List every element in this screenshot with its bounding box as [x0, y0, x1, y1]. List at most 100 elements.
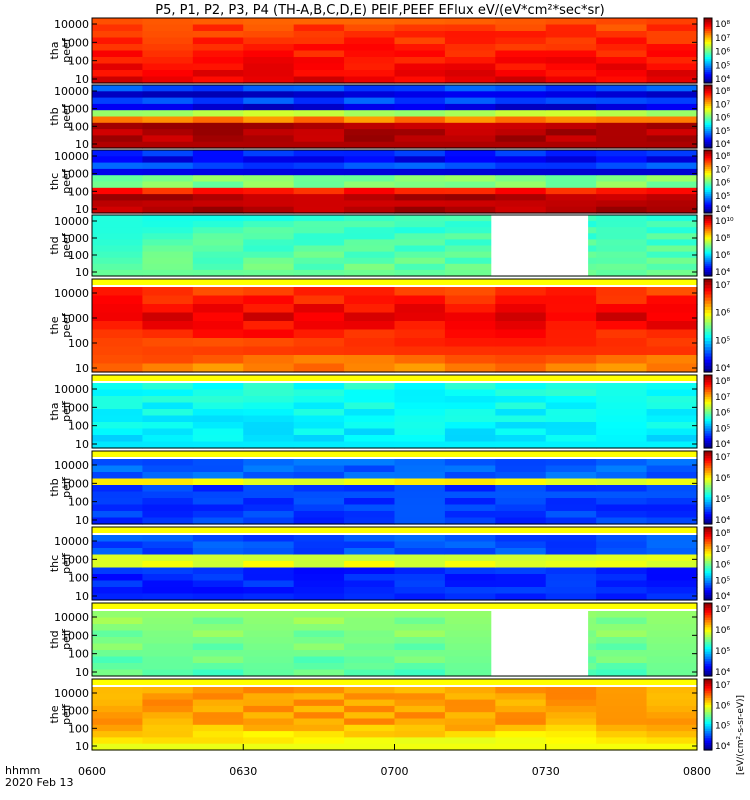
heatmap-cell	[394, 504, 446, 512]
heatmap-cell	[192, 37, 244, 45]
heatmap-cell	[344, 257, 396, 265]
heatmap-cell	[596, 44, 648, 52]
heatmap-cell	[394, 718, 446, 726]
heatmap-cell	[495, 693, 547, 701]
heatmap-cell	[545, 194, 597, 201]
heatmap-cell	[394, 103, 446, 111]
heatmap-cell	[495, 574, 547, 582]
heatmap-cell	[344, 18, 396, 26]
heatmap-cell	[596, 329, 648, 339]
heatmap-cell	[142, 103, 194, 111]
colorbar-step	[704, 185, 712, 189]
heatmap-cell	[243, 312, 295, 322]
heatmap-cell	[596, 239, 648, 247]
heatmap-cell	[243, 304, 295, 314]
panel-frame	[91, 84, 698, 149]
colorbar-step	[704, 160, 712, 164]
heatmap-cell	[192, 239, 244, 247]
heatmap-cell	[646, 129, 698, 136]
heatmap-cell	[495, 122, 547, 130]
heatmap-cell	[444, 206, 496, 214]
heatmap-cell	[142, 663, 194, 671]
heatmap-cell	[444, 304, 496, 314]
colorbar-step	[704, 475, 712, 479]
heatmap-cell	[545, 687, 597, 694]
heatmap-cell	[293, 363, 345, 373]
colorbar-step	[704, 610, 712, 614]
heatmap-cell	[192, 18, 244, 26]
heatmap-cell	[444, 580, 496, 588]
colorbar-tick-label: 10⁷	[715, 281, 730, 291]
heatmap-cell	[495, 517, 547, 525]
heatmap-cell	[243, 459, 295, 467]
heatmap-cell	[243, 200, 295, 208]
colorbar-step	[704, 208, 712, 212]
heatmap-cell	[545, 580, 597, 588]
heatmap-cell	[596, 637, 648, 645]
colorbar-step	[704, 261, 712, 265]
colorbar-tick-label: 10⁴	[715, 742, 730, 752]
heatmap-cell	[444, 91, 496, 99]
colorbar-step	[704, 362, 712, 367]
heatmap-cell	[192, 485, 244, 493]
heatmap-cell	[92, 321, 144, 331]
heatmap-cell	[344, 200, 396, 208]
heatmap-cell	[142, 656, 194, 664]
colorbar-step	[704, 112, 712, 115]
heatmap-cell	[92, 504, 144, 512]
heatmap-cell	[495, 459, 547, 467]
panel-label: thbpeef	[48, 103, 73, 129]
heatmap-cell	[293, 663, 345, 671]
colorbar-step	[704, 353, 712, 358]
heatmap-cell	[142, 251, 194, 259]
heatmap-cell	[646, 498, 698, 506]
heatmap-cell	[495, 422, 547, 430]
heatmap-cell	[192, 187, 244, 195]
heatmap-cell	[596, 541, 648, 549]
heatmap-cell	[243, 724, 295, 732]
heatmap-cell	[444, 31, 496, 39]
heatmap-cell	[646, 150, 698, 157]
heatmap-cell	[394, 428, 446, 436]
heatmap-cell	[646, 435, 698, 443]
heatmap-cell	[142, 561, 194, 569]
heatmap-cell	[646, 251, 698, 259]
colorbar-step	[704, 74, 712, 78]
heatmap-cell	[293, 712, 345, 720]
heatmap-cell	[344, 97, 396, 105]
heatmap-cell	[293, 44, 345, 52]
colorbar-step	[704, 605, 712, 609]
heatmap-cell	[192, 346, 244, 356]
heatmap-cell	[192, 221, 244, 228]
heatmap-cell	[646, 295, 698, 305]
heatmap-cell	[596, 624, 648, 632]
heatmap-cell	[192, 97, 244, 105]
colorbar-step	[704, 709, 712, 713]
panel-frame	[91, 526, 698, 601]
heatmap-cell	[293, 687, 345, 694]
heatmap-cell	[142, 724, 194, 732]
heatmap-cell	[243, 287, 295, 297]
colorbar-step	[704, 95, 712, 99]
heatmap-cell	[192, 396, 244, 404]
heatmap-cell	[646, 97, 698, 105]
heatmap-cell	[545, 135, 597, 143]
heatmap-cell	[545, 409, 597, 417]
heatmap-cell	[394, 269, 446, 277]
heatmap-cell	[394, 465, 446, 473]
heatmap-cell	[142, 287, 194, 297]
colorbar-step	[704, 269, 712, 273]
heatmap-cell	[92, 50, 144, 58]
heatmap-cell	[192, 363, 244, 373]
heatmap-cell	[646, 705, 698, 713]
colorbar-step	[704, 28, 712, 32]
colorbar-step	[704, 26, 712, 30]
heatmap-cell	[596, 37, 648, 45]
heatmap-cell	[92, 200, 144, 208]
heatmap-cell	[192, 737, 244, 745]
heatmap-cell	[545, 63, 597, 71]
colorbar-tick-label: 10⁴	[715, 268, 730, 278]
heatmap-cell	[545, 554, 597, 562]
heatmap-cell	[495, 355, 547, 365]
heatmap-cell	[646, 402, 698, 410]
